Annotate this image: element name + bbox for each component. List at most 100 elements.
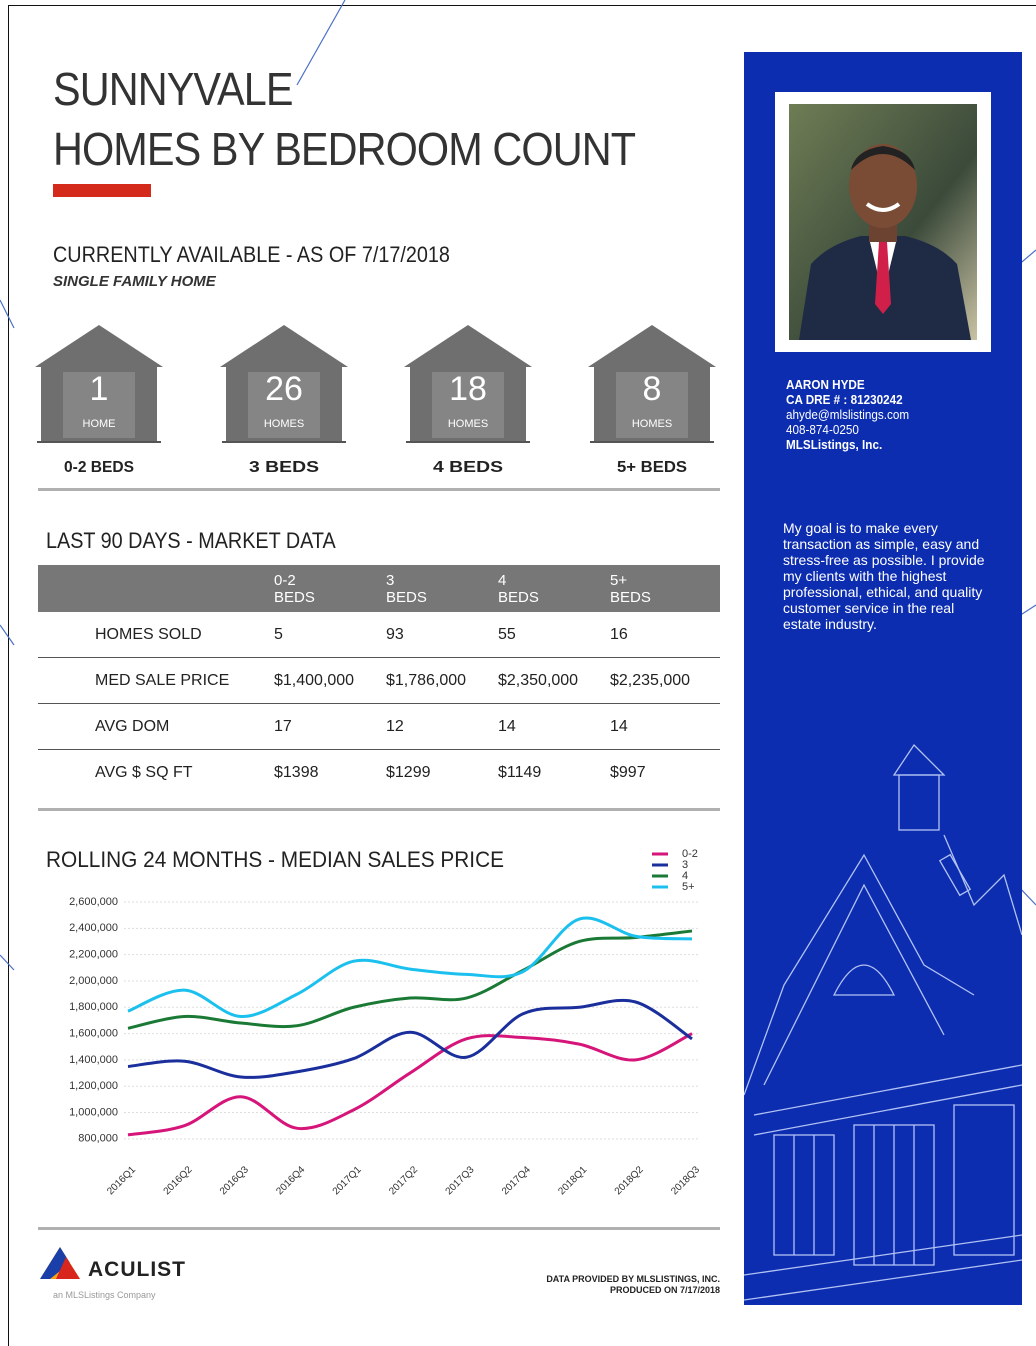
house: 1 HOME 0-2 BEDS bbox=[35, 325, 163, 476]
brand: ACULIST bbox=[88, 1258, 186, 1281]
house: 8 HOMES 5+ BEDS bbox=[588, 325, 716, 476]
title-line: HOMES BY BEDROOM COUNT bbox=[53, 123, 636, 175]
table-cell: $2,350,000 bbox=[498, 657, 610, 704]
agent-info: AARON HYDE CA DRE # : 81230242 ahyde@mls… bbox=[786, 377, 909, 452]
table-cell: 5 bbox=[274, 612, 386, 658]
y-tick-label: 2,600,000 bbox=[69, 896, 118, 908]
legend-label: 5+ bbox=[682, 881, 695, 893]
y-tick-label: 1,800,000 bbox=[69, 1001, 118, 1013]
tagline: an MLSListings Company bbox=[53, 1290, 156, 1300]
house: 18 HOMES 4 BEDS bbox=[404, 325, 532, 476]
y-tick-label: 2,200,000 bbox=[69, 949, 118, 961]
agent-name: AARON HYDE bbox=[786, 377, 865, 392]
table-cell: 17 bbox=[274, 703, 386, 750]
table-cell: $1299 bbox=[386, 763, 431, 781]
table-cell: $1398 bbox=[274, 763, 319, 781]
divider bbox=[38, 808, 720, 811]
table-header: 0-2 BEDS 3 BEDS 4 BEDS 5+ BEDS bbox=[38, 565, 720, 612]
house-count: 8 bbox=[643, 370, 662, 408]
chart: ROLLING 24 MONTHS - MEDIAN SALES PRICE 8… bbox=[46, 847, 702, 1197]
agent-bio: My goal is to make every transaction as … bbox=[783, 520, 985, 632]
table-cell: 16 bbox=[610, 612, 720, 658]
divider bbox=[38, 488, 720, 491]
x-tick-label: 2016Q1 bbox=[105, 1164, 138, 1197]
agent-email: ahyde@mlslistings.com bbox=[786, 407, 910, 422]
agent-photo bbox=[789, 104, 977, 340]
chart-title: ROLLING 24 MONTHS - MEDIAN SALES PRICE bbox=[46, 847, 504, 872]
house-roof bbox=[220, 325, 348, 367]
table-cell: 55 bbox=[498, 612, 610, 658]
x-tick-label: 2017Q1 bbox=[331, 1164, 364, 1197]
house-label: 4 BEDS bbox=[433, 459, 503, 476]
house-unit: HOME bbox=[83, 418, 116, 430]
table-cell: 12 bbox=[386, 703, 498, 750]
table-cell: 14 bbox=[610, 703, 720, 750]
column-header: 3 BEDS bbox=[386, 571, 427, 606]
agent-phone: 408-874-0250 bbox=[786, 422, 859, 437]
y-tick-label: 1,600,000 bbox=[69, 1027, 118, 1039]
table-row: MED SALE PRICE $1,400,000 $1,786,000 $2,350… bbox=[38, 657, 720, 704]
sidebar: AARON HYDE CA DRE # : 81230242 ahyde@mls… bbox=[744, 52, 1022, 1305]
house-panel bbox=[432, 372, 504, 438]
house-unit: HOMES bbox=[264, 418, 304, 430]
y-tick-label: 1,200,000 bbox=[69, 1080, 118, 1092]
house-count: 1 bbox=[90, 370, 109, 408]
y-tick-label: 1,000,000 bbox=[69, 1106, 118, 1118]
house-roof bbox=[35, 325, 163, 367]
table-cell: $2,235,000 bbox=[610, 657, 720, 704]
x-tick-label: 2018Q3 bbox=[669, 1164, 702, 1197]
photo-frame bbox=[775, 92, 991, 352]
house-count: 26 bbox=[265, 370, 303, 408]
data-note: DATA PROVIDED BY MLSLISTINGS, INC. PRODU… bbox=[546, 1274, 720, 1296]
legend-label: 3 bbox=[682, 859, 688, 871]
divider bbox=[38, 1227, 720, 1230]
y-tick-label: 800,000 bbox=[78, 1133, 118, 1145]
section-heading: CURRENTLY AVAILABLE - AS OF 7/17/2018 bbox=[53, 242, 450, 267]
table-cell: $997 bbox=[610, 763, 646, 781]
logo-mark bbox=[40, 1247, 80, 1279]
table-cell: $1,786,000 bbox=[386, 657, 498, 704]
column-header: 0-2 BEDS bbox=[274, 571, 315, 606]
agent-dre: CA DRE # : 81230242 bbox=[786, 392, 903, 407]
y-tick-label: 2,400,000 bbox=[69, 922, 118, 934]
column-header: 5+ BEDS bbox=[610, 571, 651, 606]
table-row: AVG $ SQ FT $1398 $1299 $1149 $997 bbox=[38, 750, 720, 796]
y-tick-label: 1,400,000 bbox=[69, 1054, 118, 1066]
series-line bbox=[127, 998, 693, 1079]
x-tick-label: 2018Q2 bbox=[613, 1164, 646, 1197]
table-cell: $1,400,000 bbox=[274, 657, 386, 704]
legend-label: 0-2 bbox=[682, 848, 698, 860]
title-line: SUNNYVALE bbox=[53, 63, 294, 115]
section-subheading: SINGLE FAMILY HOME bbox=[53, 273, 216, 290]
legend-label: 4 bbox=[682, 870, 688, 882]
house-sketch bbox=[744, 743, 1022, 1301]
y-tick-label: 2,000,000 bbox=[69, 975, 118, 987]
house: 26 HOMES 3 BEDS bbox=[220, 325, 348, 476]
x-tick-label: 2017Q2 bbox=[387, 1164, 420, 1197]
x-tick-label: 2016Q2 bbox=[162, 1164, 195, 1197]
house-label: 3 BEDS bbox=[249, 459, 319, 476]
x-tick-label: 2016Q4 bbox=[274, 1164, 307, 1197]
accent-bar bbox=[53, 184, 151, 197]
table-row: HOMES SOLD 5 93 55 16 bbox=[38, 612, 720, 658]
house-icons: 1 HOME 0-2 BEDS 26 HOMES 3 BEDS 18 HOMES 4 BEDS 8… bbox=[35, 325, 716, 476]
page-border bbox=[8, 5, 1036, 1346]
x-tick-label: 2018Q1 bbox=[556, 1164, 589, 1197]
table-cell: $1149 bbox=[498, 763, 542, 781]
table-row: AVG DOM 17 12 14 14 bbox=[38, 703, 720, 750]
series-line bbox=[127, 1032, 693, 1137]
x-tick-label: 2017Q3 bbox=[444, 1164, 477, 1197]
table-cell: 93 bbox=[386, 612, 498, 658]
series-line bbox=[127, 916, 693, 1018]
series-line bbox=[127, 929, 693, 1030]
note-line: PRODUCED ON 7/17/2018 bbox=[609, 1285, 720, 1295]
house-panel bbox=[616, 372, 688, 438]
market-table: 0-2 BEDS 3 BEDS 4 BEDS 5+ BEDS HOMES SOLD 5 9… bbox=[38, 565, 720, 795]
house-label: 5+ BEDS bbox=[617, 459, 687, 476]
x-tick-label: 2016Q3 bbox=[218, 1164, 251, 1197]
row-label: MED SALE PRICE bbox=[38, 657, 274, 704]
house-roof bbox=[588, 325, 716, 367]
row-label: HOMES SOLD bbox=[38, 612, 274, 658]
house-roof bbox=[404, 325, 532, 367]
